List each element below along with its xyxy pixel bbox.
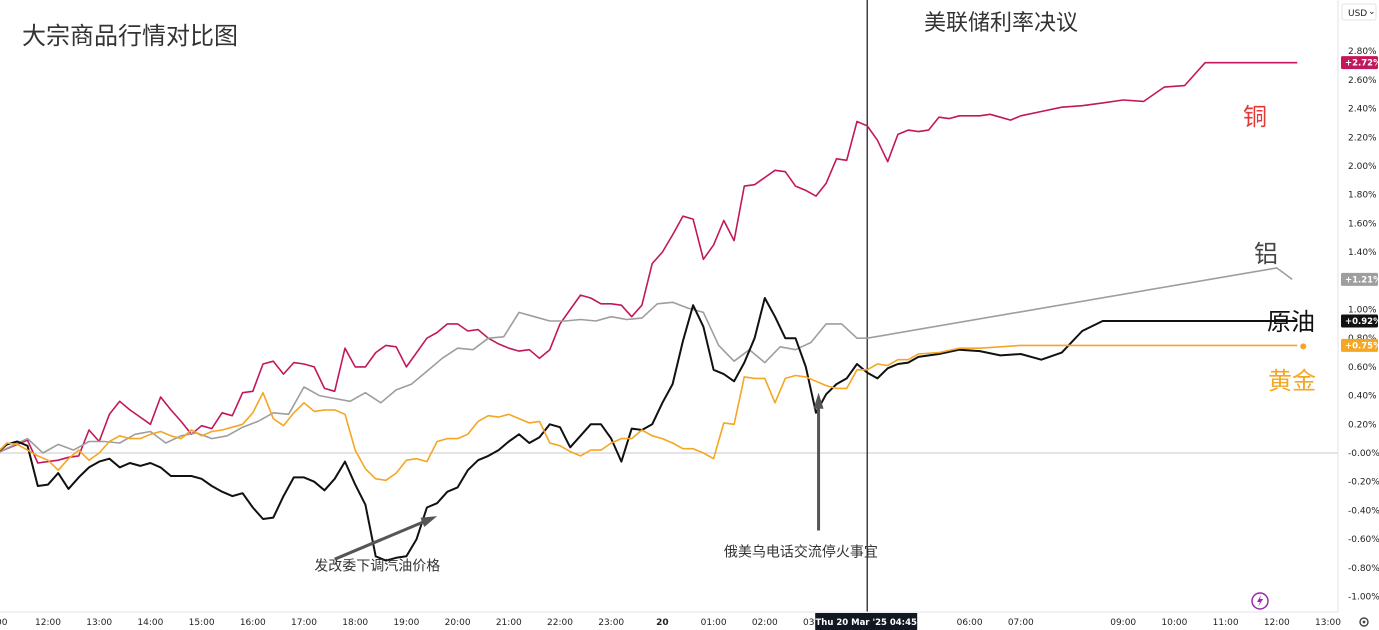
y-tick-label: 0.40% — [1348, 392, 1377, 402]
x-tick-label: 14:00 — [137, 618, 163, 628]
series-line-gold[interactable] — [0, 344, 1298, 482]
series-label-aluminum: 铝 — [1254, 240, 1278, 268]
crosshair-time-badge — [815, 613, 918, 630]
annotation-arrow-shaft-1 — [334, 520, 423, 561]
x-tick-label: 20 — [656, 618, 669, 628]
last-value-badge-gold — [1341, 338, 1378, 352]
x-tick-label: 12:00 — [35, 618, 61, 628]
event-label: 美联储利率决议 — [924, 11, 1078, 36]
annotation-layer: 发改委下调汽油价格 俄美乌电话交流停火事宜 — [314, 392, 878, 575]
y-tick-label: 2.60% — [1348, 76, 1377, 86]
last-value-label-aluminum: +1.21% — [1345, 275, 1379, 285]
y-tick-label: 2.20% — [1348, 133, 1377, 143]
annotation-arrow-head-2 — [813, 392, 824, 409]
x-tick-label: 11:00 — [1213, 618, 1239, 628]
grid-layer — [0, 0, 1338, 612]
x-tick-label: 13:00 — [86, 618, 112, 628]
chevron-down-icon: ⌄ — [1368, 7, 1376, 17]
last-value-label-copper: +2.72% — [1345, 59, 1379, 69]
x-tick-label: 21:00 — [496, 618, 522, 628]
y-tick-label: -0.60% — [1348, 535, 1379, 545]
series-label-copper: 铜 — [1243, 103, 1267, 131]
x-tick-label: 00 — [0, 618, 8, 628]
y-tick-label: 1.00% — [1348, 306, 1377, 316]
y-tick-label: 0.20% — [1348, 420, 1377, 430]
annotation-arrow-head-1 — [420, 516, 438, 527]
x-tick-label: 09:00 — [1110, 618, 1136, 628]
x-tick-label: 19:00 — [393, 618, 419, 628]
x-tick-label: 16:00 — [240, 618, 266, 628]
annotation-text-1: 发改委下调汽油价格 — [314, 559, 440, 575]
y-tick-label: 0.60% — [1348, 363, 1377, 373]
gold-last-point — [1300, 343, 1307, 350]
x-tick-label: 02:00 — [752, 618, 778, 628]
price-axis[interactable]: 2.80% 2.60% 2.40% 2.20% 2.00% 1.80% 1.60% 1.40%… — [1341, 47, 1379, 603]
x-tick-label: 01:00 — [701, 618, 727, 628]
chart-title: 大宗商品行情对比图 — [22, 22, 238, 50]
y-tick-label: -0.80% — [1348, 564, 1379, 574]
time-axis[interactable]: 00 12:00 13:00 14:00 15:00 16:00 17:00 18:00 19:… — [0, 613, 1341, 630]
x-tick-label: 20:00 — [445, 618, 471, 628]
currency-selector[interactable]: USD ⌄ — [1341, 3, 1377, 21]
x-tick-label: 23:00 — [598, 618, 624, 628]
x-tick-label: 13:00 — [1315, 618, 1341, 628]
last-value-badge-aluminum — [1341, 272, 1378, 286]
y-tick-label: -1.00% — [1348, 593, 1379, 603]
y-tick-label: -0.20% — [1348, 478, 1379, 488]
lightning-icon[interactable] — [1251, 592, 1269, 610]
plot-area[interactable] — [0, 0, 1338, 612]
y-tick-label: 2.40% — [1348, 105, 1377, 115]
annotation-text-2: 俄美乌电话交流停火事宜 — [724, 543, 878, 560]
x-tick-label: 18:00 — [342, 618, 368, 628]
crosshair-time-label: Thu 20 Mar '25 04:45 — [815, 618, 917, 628]
last-value-badge-crude-oil — [1341, 314, 1378, 328]
last-value-label-gold: +0.75% — [1345, 341, 1379, 351]
y-tick-label: 1.40% — [1348, 248, 1377, 258]
series-line-crude-oil[interactable] — [0, 297, 1298, 562]
gear-icon[interactable] — [1359, 617, 1369, 627]
x-tick-label: 15:00 — [189, 618, 215, 628]
y-tick-label: -0.00% — [1348, 449, 1379, 459]
x-tick-label: 17:00 — [291, 618, 317, 628]
y-tick-label: 1.80% — [1348, 191, 1377, 201]
x-tick-label: 22:00 — [547, 618, 573, 628]
y-tick-label: 2.80% — [1348, 47, 1377, 57]
y-tick-label: 1.60% — [1348, 219, 1377, 229]
last-value-badge-copper — [1341, 56, 1378, 70]
series-label-gold: 黄金 — [1268, 367, 1316, 395]
series-label-crude-oil: 原油 — [1267, 308, 1315, 336]
currency-label: USD — [1348, 9, 1367, 19]
y-tick-label: -0.40% — [1348, 506, 1379, 516]
x-tick-label: 10:00 — [1161, 618, 1187, 628]
series-line-aluminum[interactable] — [0, 267, 1293, 454]
y-tick-label: 2.00% — [1348, 162, 1377, 172]
x-tick-label: 07:00 — [1008, 618, 1034, 628]
x-tick-label: 12:00 — [1264, 618, 1290, 628]
x-tick-label: 06:00 — [957, 618, 983, 628]
last-value-label-crude-oil: +0.92% — [1345, 317, 1379, 327]
